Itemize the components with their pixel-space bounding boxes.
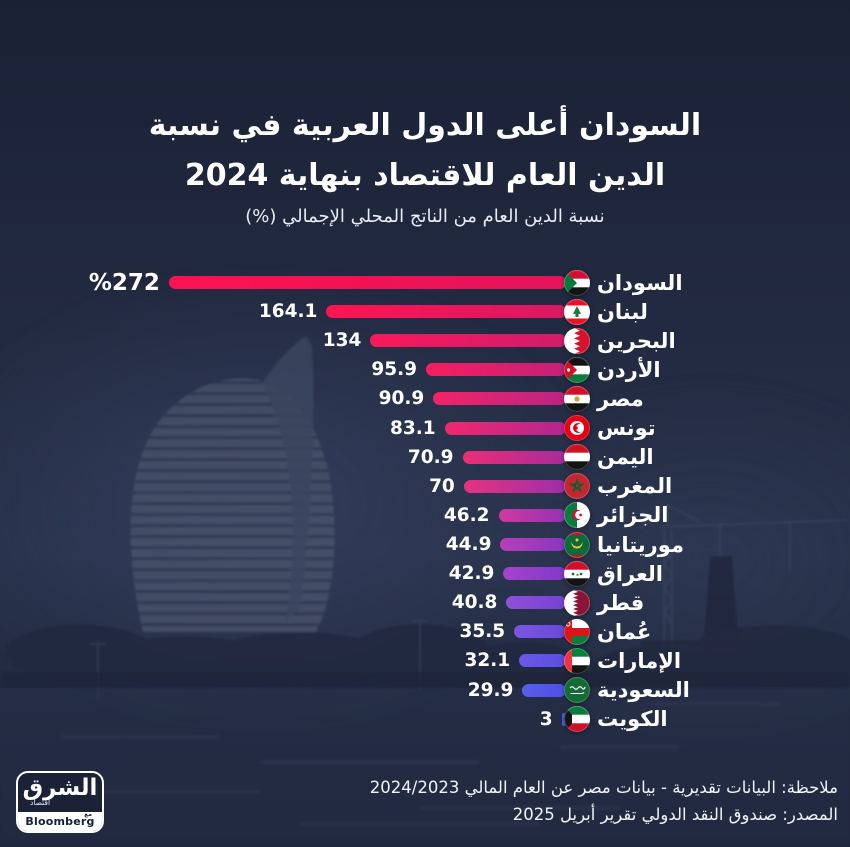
bar-row-qatar: 40.8 قطر [0, 588, 850, 617]
bar-value-label: 29.9 [467, 679, 514, 701]
asharq-brand-subtext: اقتصاد [30, 798, 51, 807]
country-label: المغرب [597, 474, 673, 499]
bar-value-label: %272 [88, 269, 160, 296]
flag-iraq-icon [564, 560, 590, 587]
bar-value-label: 40.8 [451, 592, 498, 614]
flag-uae-icon [564, 647, 590, 674]
asharq-bloomberg-logo: الشرق اقتصاد Bloomberg مع [16, 771, 104, 833]
country-label: السودان [597, 270, 683, 295]
flag-egypt-icon [564, 385, 590, 412]
country-label: لبنان [597, 299, 648, 324]
bar-value-label: 164.1 [258, 301, 318, 323]
bar-row-lebanon: 164.1 لبنان [0, 297, 850, 326]
flag-saudi-arabia-icon [564, 677, 590, 704]
footer-notes: ملاحظة: البيانات تقديرية - بيانات مصر عن… [370, 774, 838, 828]
debt-ratio-bar [462, 450, 566, 464]
debt-ratio-bar [500, 538, 566, 552]
flag-qatar-icon [564, 589, 590, 616]
country-label: تونس [597, 416, 656, 441]
debt-ratio-bar [519, 654, 566, 668]
debt-ratio-bar [463, 479, 566, 493]
bloomberg-prefix-text: مع [84, 811, 92, 818]
country-label: مصر [597, 386, 644, 411]
bar-value-label: 70.9 [407, 446, 454, 468]
footer-source: المصدر: صندوق النقد الدولي تقرير أبريل 2… [512, 805, 838, 824]
country-label: العراق [597, 561, 663, 586]
country-label: الكويت [597, 707, 668, 732]
flag-mauritania-icon [564, 531, 590, 558]
debt-ratio-bar [503, 567, 566, 581]
asharq-brand-text: الشرق [22, 775, 98, 801]
bar-row-yemen: 70.9 اليمن [0, 443, 850, 472]
bar-row-oman: 35.5 عُمان [0, 617, 850, 646]
flag-oman-icon [564, 618, 590, 645]
bar-row-iraq: 42.9 العراق [0, 559, 850, 588]
flag-sudan-icon [564, 269, 590, 296]
country-label: قطر [597, 590, 645, 615]
footer-note: ملاحظة: البيانات تقديرية - بيانات مصر عن… [369, 778, 838, 797]
debt-ratio-bar [498, 508, 566, 522]
country-label: السعودية [597, 678, 690, 703]
debt-ratio-bar [514, 625, 566, 639]
debt-ratio-bar [326, 305, 566, 319]
bar-row-morocco: 70 المغرب [0, 472, 850, 501]
bar-chart: %272 السودان 164.1 لبنان 134 البحرين 95.… [0, 268, 850, 734]
flag-bahrain-icon [564, 327, 590, 354]
country-label: الإمارات [597, 648, 682, 673]
flag-tunisia-icon [564, 415, 590, 442]
bar-value-label: 46.2 [443, 504, 490, 526]
flag-algeria-icon [564, 502, 590, 529]
bar-value-label: 32.1 [464, 650, 511, 672]
bar-value-label: 90.9 [378, 388, 425, 410]
bar-row-tunisia: 83.1 تونس [0, 414, 850, 443]
debt-ratio-bar [506, 596, 566, 610]
bar-row-mauritania: 44.9 موريتانيا [0, 530, 850, 559]
bar-value-label: 95.9 [371, 359, 417, 381]
asharq-logo-top: الشرق اقتصاد [18, 773, 102, 811]
bar-value-label: 42.9 [448, 563, 495, 585]
debt-ratio-bar [444, 421, 566, 435]
flag-lebanon-icon [564, 298, 590, 325]
country-label: الجزائر [597, 503, 669, 528]
bloomberg-strip: Bloomberg [18, 812, 102, 831]
country-label: الأردن [597, 357, 661, 382]
bar-row-uae: 32.1 الإمارات [0, 646, 850, 675]
flag-kuwait-icon [564, 706, 590, 733]
debt-ratio-bar [522, 683, 566, 697]
bar-value-label: 3 [539, 708, 553, 730]
country-label: موريتانيا [597, 532, 684, 557]
country-label: عُمان [597, 619, 652, 644]
flag-jordan-icon [564, 356, 590, 383]
debt-ratio-bar [433, 392, 566, 406]
title-line-1: السودان أعلى الدول العربية في نسبة [148, 108, 702, 143]
debt-ratio-bar [168, 276, 566, 290]
bar-value-label: 134 [322, 330, 362, 352]
bar-row-jordan: 95.9 الأردن [0, 355, 850, 384]
page-title: السودان أعلى الدول العربية في نسبة الدين… [0, 101, 850, 201]
bar-row-algeria: 46.2 الجزائر [0, 501, 850, 530]
country-label: البحرين [597, 328, 676, 353]
debt-ratio-bar [370, 334, 566, 348]
bar-row-kuwait: 3 الكويت [0, 705, 850, 734]
bar-row-bahrain: 134 البحرين [0, 326, 850, 355]
bar-value-label: 83.1 [390, 417, 436, 439]
country-label: اليمن [597, 445, 654, 470]
bar-value-label: 35.5 [459, 621, 506, 643]
bar-row-egypt: 90.9 مصر [0, 384, 850, 413]
debt-ratio-bar [561, 712, 566, 726]
debt-ratio-bar [426, 363, 566, 377]
bar-value-label: 44.9 [445, 534, 492, 556]
flag-yemen-icon [564, 444, 590, 471]
chart-subtitle: نسبة الدين العام من الناتج المحلي الإجما… [245, 206, 605, 227]
title-line-2: الدين العام للاقتصاد بنهاية 2024 [184, 158, 666, 193]
bar-row-saudi-arabia: 29.9 السعودية [0, 676, 850, 705]
bar-row-sudan: %272 السودان [0, 268, 850, 297]
bar-value-label: 70 [429, 475, 455, 497]
flag-morocco-icon [564, 473, 590, 500]
